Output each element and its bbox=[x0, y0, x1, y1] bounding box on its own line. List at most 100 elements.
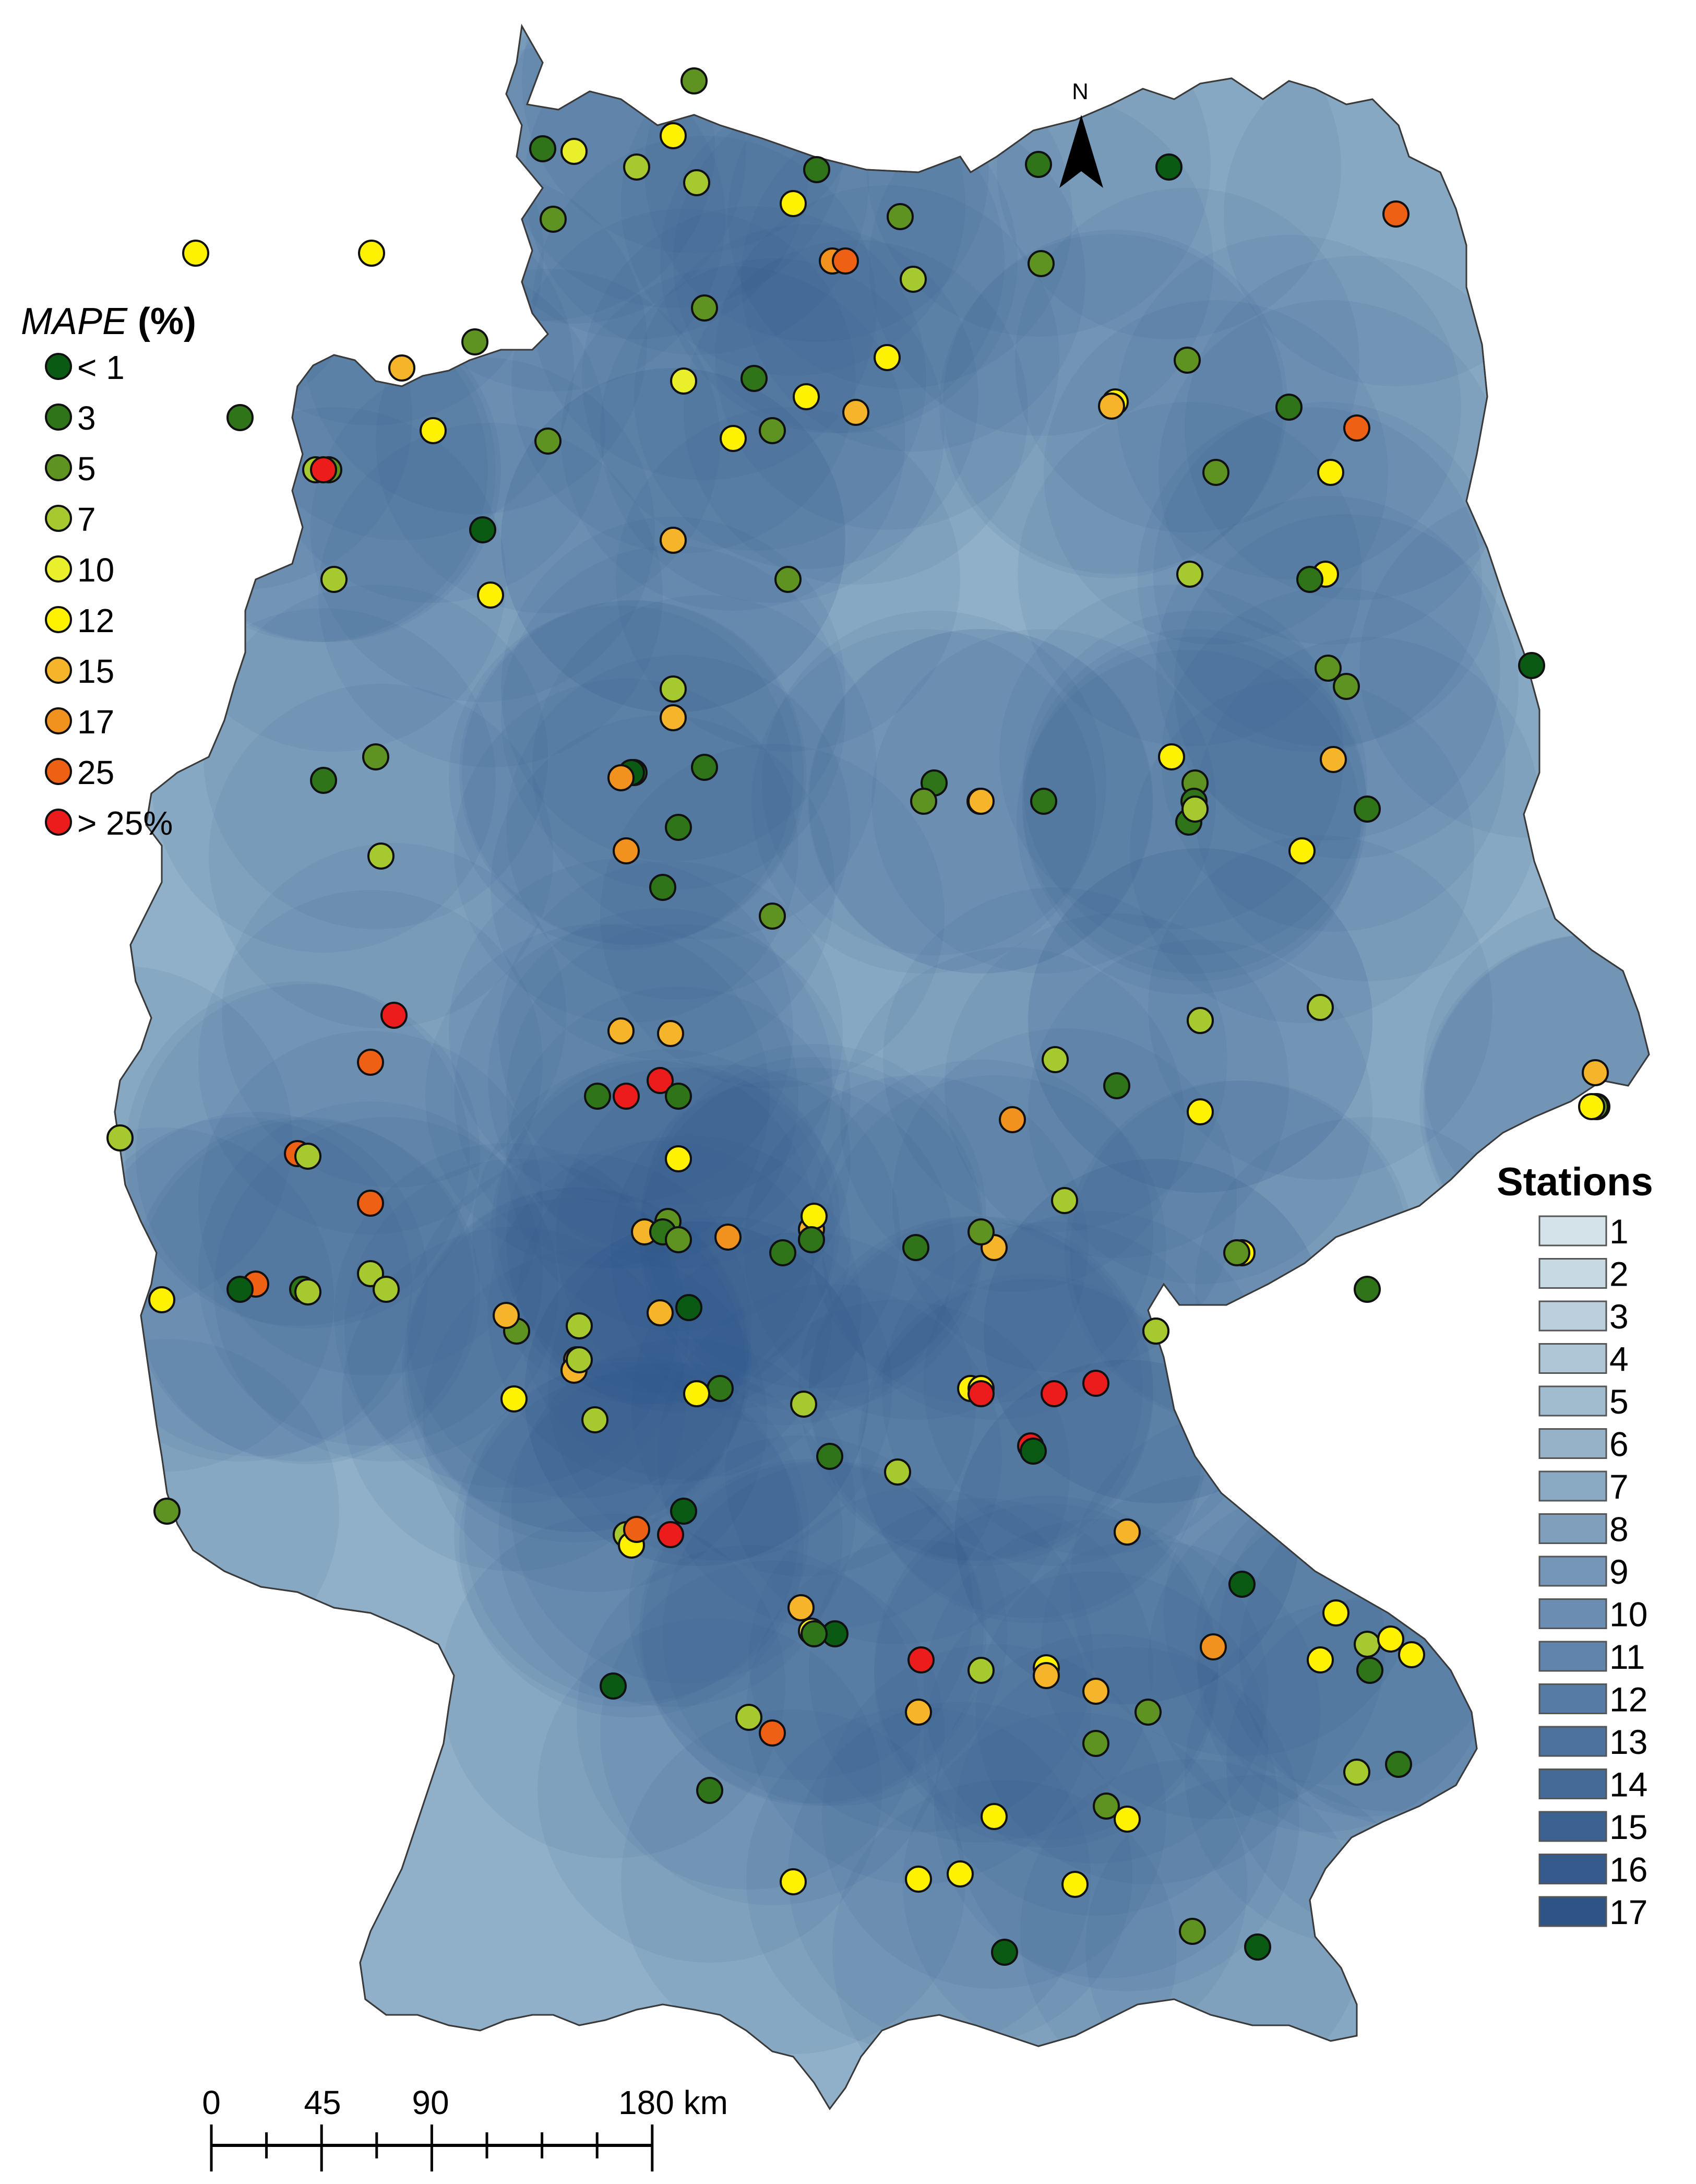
station-marker bbox=[1354, 1276, 1381, 1303]
station-marker bbox=[720, 425, 747, 452]
station-coverage-layer bbox=[115, 26, 1649, 2109]
station-marker bbox=[647, 1067, 674, 1094]
station-marker bbox=[1176, 561, 1203, 588]
station-marker bbox=[657, 1020, 684, 1047]
station-marker bbox=[493, 1302, 520, 1329]
station-marker bbox=[1061, 1871, 1089, 1898]
station-marker bbox=[1578, 1093, 1605, 1120]
station-marker bbox=[1223, 1239, 1250, 1266]
station-marker bbox=[691, 294, 718, 322]
station-marker bbox=[1082, 1678, 1109, 1705]
station-marker bbox=[607, 1017, 635, 1044]
mape-legend-swatch bbox=[45, 758, 72, 785]
station-marker bbox=[358, 240, 385, 267]
mape-legend-title: MAPE (%) bbox=[21, 301, 196, 342]
station-marker bbox=[1200, 1633, 1227, 1660]
station-marker bbox=[310, 456, 337, 483]
stations-legend-label: 17 bbox=[1609, 1893, 1647, 1931]
mape-legend-label: > 25% bbox=[77, 804, 173, 842]
station-marker bbox=[1030, 788, 1057, 815]
station-marker bbox=[623, 153, 650, 181]
station-marker bbox=[910, 788, 937, 815]
station-marker bbox=[647, 1299, 674, 1326]
stations-legend-label: 3 bbox=[1609, 1297, 1629, 1336]
station-marker bbox=[657, 1521, 684, 1548]
station-marker bbox=[900, 266, 927, 293]
station-marker bbox=[607, 764, 635, 791]
station-marker bbox=[1518, 652, 1545, 679]
north-arrow-icon bbox=[1059, 115, 1103, 188]
station-marker bbox=[1103, 1072, 1130, 1099]
station-marker bbox=[1082, 1370, 1109, 1397]
mape-legend-label: < 1 bbox=[77, 349, 125, 386]
station-marker bbox=[981, 1803, 1008, 1830]
stations-legend-label: 7 bbox=[1609, 1467, 1629, 1506]
station-marker bbox=[780, 1868, 807, 1895]
station-marker bbox=[1181, 796, 1209, 823]
mape-legend-label: 17 bbox=[77, 703, 114, 741]
station-marker bbox=[665, 1226, 692, 1253]
station-marker bbox=[1320, 746, 1347, 773]
station-marker bbox=[1322, 1599, 1349, 1627]
scale-bar: 0 45 90 180 km bbox=[202, 2084, 728, 2171]
scale-bar-ticks bbox=[210, 2124, 654, 2171]
station-marker bbox=[566, 1312, 593, 1339]
station-marker bbox=[968, 1657, 995, 1684]
station-marker bbox=[1333, 673, 1360, 700]
station-marker bbox=[1082, 1730, 1109, 1757]
station-marker bbox=[798, 1226, 825, 1253]
station-marker bbox=[1187, 1098, 1214, 1125]
station-marker bbox=[1382, 200, 1410, 228]
station-marker bbox=[1582, 1059, 1609, 1086]
stations-legend-swatch bbox=[1538, 1854, 1607, 1884]
station-marker bbox=[968, 788, 995, 815]
stations-legend-label: 12 bbox=[1609, 1680, 1647, 1719]
station-marker bbox=[529, 135, 556, 162]
station-marker bbox=[1041, 1380, 1068, 1407]
station-marker bbox=[670, 1498, 697, 1525]
station-marker bbox=[696, 1777, 723, 1804]
station-marker bbox=[477, 581, 504, 609]
station-marker bbox=[106, 1124, 134, 1152]
stations-legend-swatch bbox=[1538, 1726, 1607, 1757]
station-marker bbox=[801, 1620, 828, 1647]
station-marker bbox=[759, 417, 786, 444]
station-marker bbox=[600, 1672, 627, 1700]
scale-label-0: 0 bbox=[202, 2084, 221, 2121]
mape-legend-swatch bbox=[45, 353, 72, 380]
station-marker bbox=[1114, 1806, 1141, 1833]
station-marker bbox=[469, 516, 496, 543]
scale-label-90: 90 bbox=[412, 2084, 449, 2121]
station-marker bbox=[1244, 1933, 1271, 1961]
stations-legend-swatch bbox=[1538, 1641, 1607, 1672]
station-marker bbox=[1158, 743, 1185, 770]
station-marker bbox=[357, 1190, 384, 1217]
station-marker bbox=[1315, 655, 1342, 682]
north-label: N bbox=[1072, 79, 1089, 104]
station-marker bbox=[623, 1516, 650, 1543]
mape-legend-label: 7 bbox=[77, 501, 96, 538]
station-marker bbox=[683, 1380, 710, 1407]
station-marker bbox=[947, 1860, 974, 1888]
station-marker bbox=[1385, 1751, 1412, 1778]
stations-legend-swatch bbox=[1538, 1768, 1607, 1799]
stations-legend-label: 5 bbox=[1609, 1382, 1629, 1421]
station-marker bbox=[774, 566, 802, 593]
stations-legend-label: 1 bbox=[1609, 1212, 1629, 1251]
station-marker bbox=[803, 156, 830, 183]
station-marker bbox=[1028, 250, 1055, 277]
germany-border bbox=[114, 23, 1650, 2110]
station-marker bbox=[1174, 347, 1201, 374]
stations-legend-label: 6 bbox=[1609, 1425, 1629, 1464]
mape-legend-swatch bbox=[45, 454, 72, 481]
station-marker bbox=[1356, 1657, 1383, 1684]
station-marker bbox=[780, 190, 807, 217]
station-marker bbox=[670, 367, 697, 395]
station-marker bbox=[665, 1145, 692, 1172]
station-marker bbox=[1134, 1699, 1162, 1726]
station-marker bbox=[902, 1234, 929, 1261]
station-marker bbox=[1307, 994, 1334, 1021]
station-marker bbox=[1354, 796, 1381, 823]
